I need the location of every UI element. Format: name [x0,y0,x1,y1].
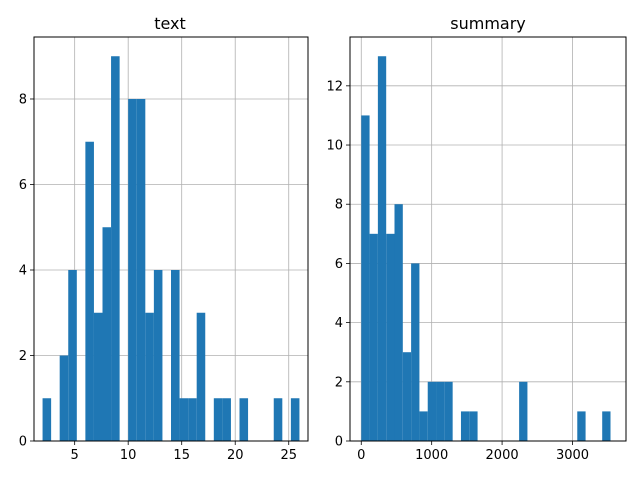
summary-y-axis: 0 2 4 6 8 10 12 [326,79,350,450]
summary-y-tick-label: 8 [335,198,343,213]
text-histogram-bar [111,56,120,441]
text-histogram-title: text [154,14,186,33]
summary-histogram-bar [519,381,528,441]
text-histogram-bar [145,312,154,441]
text-histogram-bar [128,98,137,442]
text-histogram-bar [171,269,180,441]
summary-bars [361,56,611,441]
text-histogram-bar [153,269,163,441]
text-histogram-bar [68,269,77,441]
text-bars [42,56,300,442]
text-histogram-bar [196,312,206,441]
summary-histogram-bar [394,204,403,441]
summary-y-tick-label: 0 [335,435,343,450]
summary-histogram-bar [411,263,420,441]
summary-y-tick-label: 10 [326,139,343,154]
summary-y-tick-label: 6 [335,257,343,272]
summary-histogram-bar [386,233,395,441]
text-y-tick-label: 8 [19,92,27,107]
summary-histogram-bar [369,233,378,441]
text-histogram-bar [273,398,283,441]
summary-x-tick-label: 2000 [486,448,519,463]
summary-y-tick-label: 2 [335,375,343,390]
text-histogram-bar [222,398,231,441]
text-y-tick-label: 6 [19,178,27,193]
text-histogram-bar [290,398,300,441]
text-x-tick-label: 20 [227,448,244,463]
summary-histogram-bar [427,381,437,441]
text-x-tick-label: 10 [120,448,137,463]
text-histogram-bar [42,398,52,441]
summary-histogram-bar [460,411,470,441]
summary-x-tick-label: 1000 [415,448,448,463]
text-x-tick-label: 5 [71,448,79,463]
summary-histogram-bar [436,381,445,441]
summary-histogram-bar [377,56,387,441]
text-histogram-bar [102,227,112,441]
text-y-tick-label: 2 [19,349,27,364]
summary-histogram-bar [361,115,370,441]
summary-histogram-bar [419,411,428,441]
text-y-tick-label: 4 [19,263,27,278]
text-histogram-bar [136,98,146,442]
summary-x-tick-label: 3000 [556,448,589,463]
summary-histogram-bar [469,411,478,441]
text-histogram-bar [85,141,94,442]
summary-x-tick-label: 0 [357,448,365,463]
summary-x-axis: 0 1000 2000 3000 [357,441,589,463]
summary-histogram-bar [577,411,586,441]
text-histogram-panel: 5 10 15 20 25 0 2 4 6 8 text [19,14,309,463]
text-histogram-bar [188,398,197,441]
text-axes-frame [33,36,309,442]
text-histogram-bar [213,398,223,441]
text-x-tick-label: 15 [173,448,190,463]
summary-histogram-bar [602,411,611,441]
text-histogram-bar [179,398,189,441]
summary-histogram-title: summary [450,14,526,33]
text-y-axis: 0 2 4 6 8 [19,92,34,450]
summary-histogram-bar [402,352,412,441]
text-y-tick-label: 0 [19,435,27,450]
text-histogram-bar [59,355,69,441]
text-x-axis: 5 10 15 20 25 [71,441,297,463]
summary-y-tick-label: 12 [326,79,343,94]
text-histogram-bar [93,312,103,441]
summary-histogram-bar [444,381,453,441]
text-x-tick-label: 25 [280,448,297,463]
text-histogram-bar [239,398,249,441]
summary-y-tick-label: 4 [335,316,343,331]
summary-histogram-panel: 0 1000 2000 3000 0 2 4 6 8 10 12 summary [326,14,627,463]
summary-axes-frame [349,36,627,442]
